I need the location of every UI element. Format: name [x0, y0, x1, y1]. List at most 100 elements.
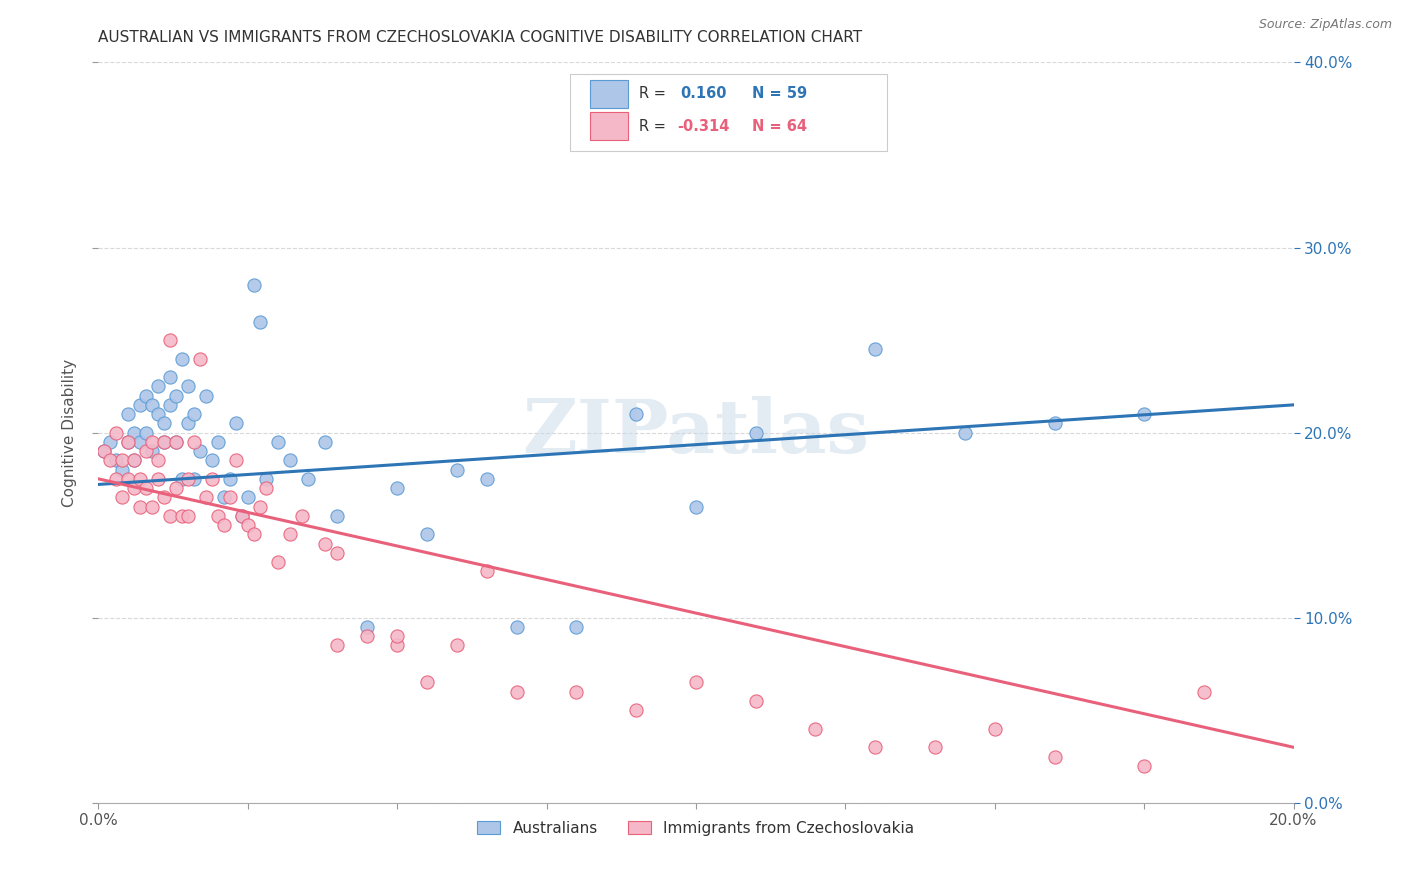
Text: ZIPatlas: ZIPatlas: [523, 396, 869, 469]
Point: [153, 491, 176, 505]
Point: [984, 722, 1007, 736]
Point: [148, 453, 170, 467]
Point: [1043, 417, 1066, 431]
Point: [291, 508, 314, 523]
Point: [129, 472, 152, 486]
Point: [148, 407, 170, 421]
Point: [416, 675, 439, 690]
Text: AUSTRALIAN VS IMMIGRANTS FROM CZECHOSLOVAKIA COGNITIVE DISABILITY CORRELATION CH: AUSTRALIAN VS IMMIGRANTS FROM CZECHOSLOV…: [98, 29, 862, 45]
Point: [219, 491, 242, 505]
Text: Source: ZipAtlas.com: Source: ZipAtlas.com: [1258, 18, 1392, 31]
Point: [117, 434, 139, 449]
Point: [385, 639, 409, 653]
Point: [865, 343, 887, 357]
Point: [506, 620, 529, 634]
Point: [446, 639, 468, 653]
Point: [626, 407, 648, 421]
Point: [924, 740, 946, 755]
Point: [159, 398, 181, 412]
Point: [135, 425, 157, 440]
Point: [153, 417, 176, 431]
Point: [124, 453, 146, 467]
Point: [177, 508, 200, 523]
Point: [165, 388, 187, 402]
Text: 0.160: 0.160: [681, 87, 727, 102]
Point: [153, 434, 176, 449]
Point: [124, 481, 146, 495]
Point: [326, 639, 349, 653]
FancyBboxPatch shape: [571, 73, 887, 152]
Point: [249, 500, 271, 514]
Point: [172, 351, 194, 366]
Point: [165, 434, 187, 449]
Point: [356, 629, 378, 643]
Point: [111, 453, 134, 467]
Point: [177, 417, 200, 431]
Point: [626, 703, 648, 717]
Point: [315, 434, 337, 449]
Point: [685, 675, 707, 690]
Point: [111, 462, 134, 476]
Point: [129, 434, 152, 449]
Point: [1133, 758, 1156, 772]
Point: [183, 434, 205, 449]
Point: [385, 481, 409, 495]
Point: [93, 444, 115, 458]
Point: [278, 453, 301, 467]
Point: [231, 508, 253, 523]
Point: [315, 536, 337, 550]
Point: [225, 417, 247, 431]
Point: [129, 398, 152, 412]
Point: [231, 508, 253, 523]
Legend: Australians, Immigrants from Czechoslovakia: Australians, Immigrants from Czechoslova…: [470, 813, 922, 843]
Point: [148, 379, 170, 393]
FancyBboxPatch shape: [589, 80, 628, 108]
Text: N = 59: N = 59: [752, 87, 807, 102]
Point: [148, 472, 170, 486]
Point: [1133, 407, 1156, 421]
Point: [183, 407, 205, 421]
Point: [98, 434, 122, 449]
Point: [98, 453, 122, 467]
Point: [141, 444, 163, 458]
Point: [105, 453, 128, 467]
FancyBboxPatch shape: [589, 112, 628, 140]
Point: [243, 277, 266, 292]
Point: [326, 546, 349, 560]
Point: [1192, 685, 1215, 699]
Point: [135, 388, 157, 402]
Point: [141, 398, 163, 412]
Point: [236, 491, 259, 505]
Point: [565, 620, 588, 634]
Point: [416, 527, 439, 541]
Point: [141, 434, 163, 449]
Point: [183, 472, 205, 486]
Point: [117, 472, 139, 486]
Point: [111, 491, 134, 505]
Point: [188, 444, 211, 458]
Point: [135, 481, 157, 495]
Point: [326, 508, 349, 523]
Text: -0.314: -0.314: [676, 119, 730, 134]
Point: [195, 388, 218, 402]
Point: [953, 425, 976, 440]
Point: [236, 518, 259, 533]
Point: [153, 434, 176, 449]
Point: [225, 453, 247, 467]
Point: [165, 481, 187, 495]
Point: [201, 472, 224, 486]
Point: [172, 472, 194, 486]
Point: [105, 472, 128, 486]
Point: [475, 472, 498, 486]
Point: [105, 425, 128, 440]
Text: N = 64: N = 64: [752, 119, 807, 134]
Point: [356, 620, 378, 634]
Point: [212, 518, 235, 533]
Point: [165, 434, 187, 449]
Point: [267, 434, 290, 449]
Point: [159, 508, 181, 523]
Point: [475, 565, 498, 579]
Point: [93, 444, 115, 458]
Point: [267, 555, 290, 569]
Y-axis label: Cognitive Disability: Cognitive Disability: [62, 359, 77, 507]
